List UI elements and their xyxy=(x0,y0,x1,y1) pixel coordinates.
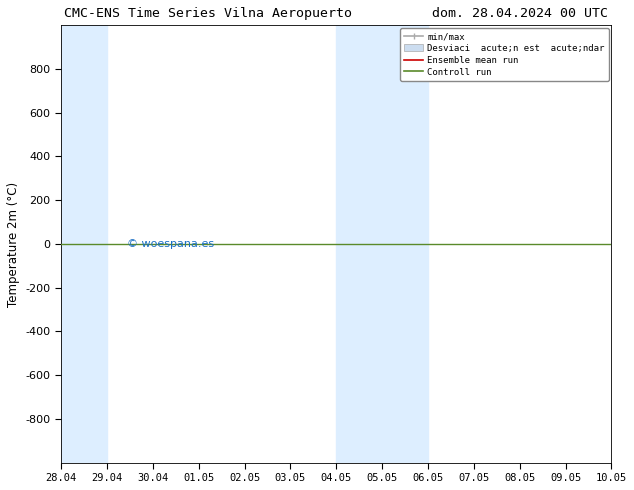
Y-axis label: Temperature 2m (°C): Temperature 2m (°C) xyxy=(7,181,20,307)
Title: CMC-ENS Time Series Vilna Aeropuerto          dom. 28.04.2024 00 UTC: CMC-ENS Time Series Vilna Aeropuerto dom… xyxy=(64,7,608,20)
Bar xyxy=(382,25,428,463)
Text: © woespana.es: © woespana.es xyxy=(127,239,214,249)
Legend: min/max, Desviaci  acute;n est  acute;ndar, Ensemble mean run, Controll run: min/max, Desviaci acute;n est acute;ndar… xyxy=(400,28,609,81)
Bar xyxy=(336,25,382,463)
Bar xyxy=(61,25,107,463)
